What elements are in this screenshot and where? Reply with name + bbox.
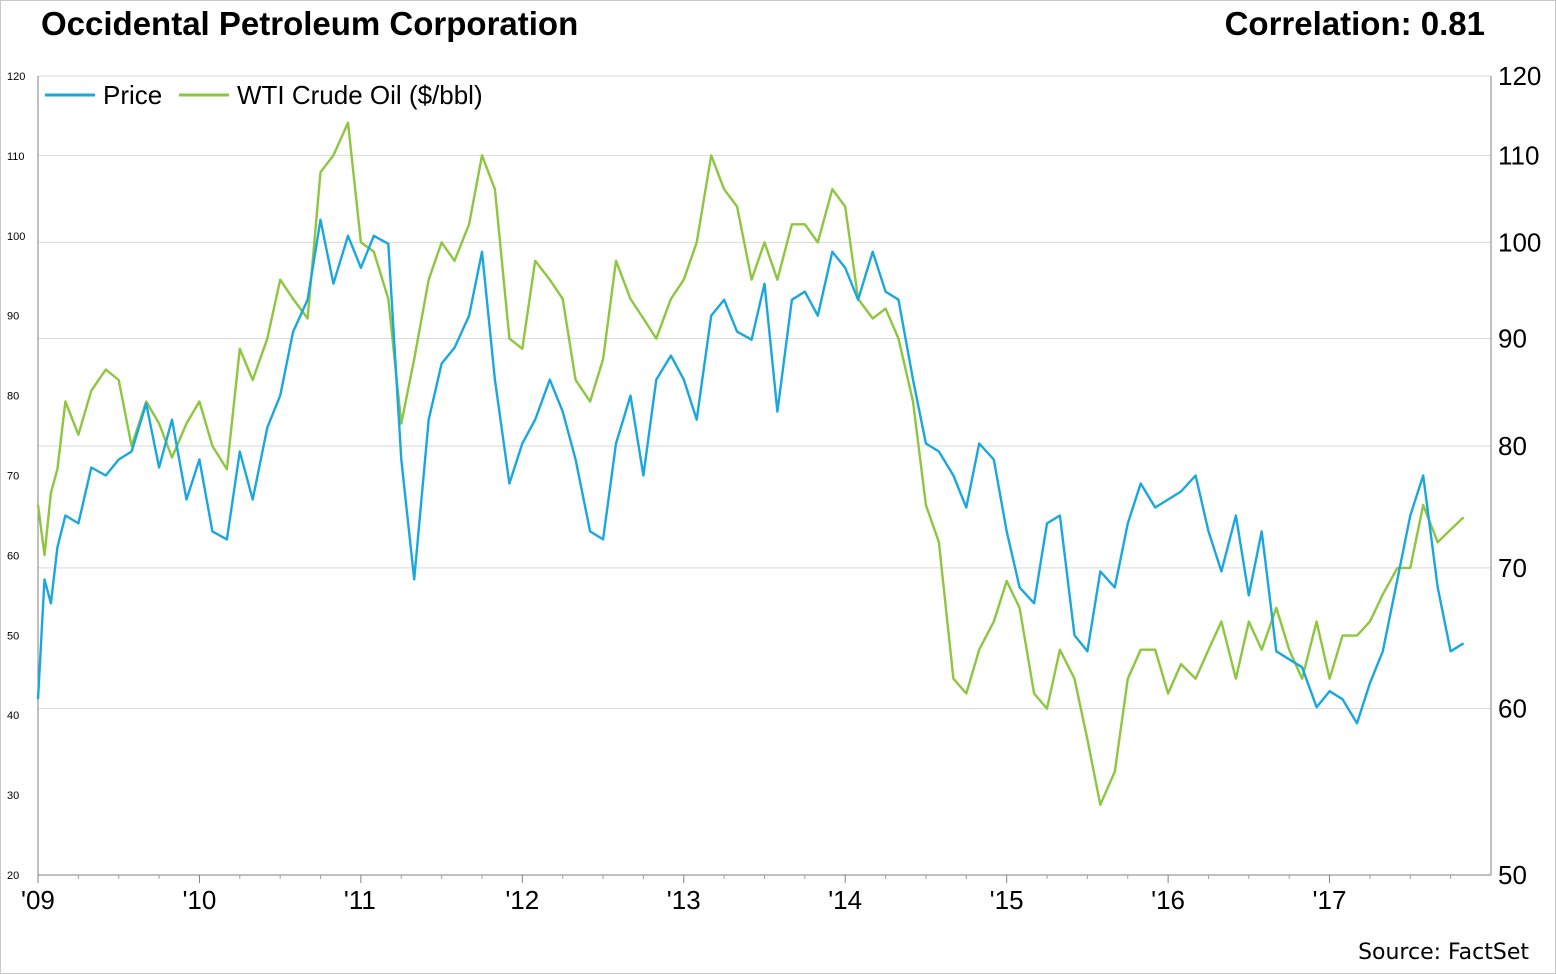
left-y-axis: 20 30 40 50 60 70 80 90 100 110 120 [7,71,25,882]
left-tick-label: 90 [7,311,19,323]
x-tick-label: '17 [1313,885,1347,915]
left-tick-label: 110 [7,151,25,163]
right-tick-label: 110 [1498,140,1539,170]
left-tick-label: 120 [7,71,25,83]
right-tick-label: 80 [1498,431,1527,461]
x-axis: '09 '10 '11 '12 '13 '14 '15 '16 '17 [21,875,1452,915]
x-tick-label: '09 [21,885,55,915]
left-tick-label: 100 [7,231,25,243]
right-tick-label: 50 [1498,860,1527,890]
left-tick-label: 20 [7,870,19,882]
x-tick-label: '14 [828,885,862,915]
legend: Price WTI Crude Oil ($/bbl) [45,80,483,110]
series-line-price [36,218,1465,725]
right-y-axis: 50 60 70 80 90 100 110 120 [1498,61,1541,890]
source-note: Source: FactSet [1358,940,1529,965]
right-tick-label: 70 [1498,553,1527,583]
chart-title: Occidental Petroleum Corporation [41,5,579,42]
right-tick-label: 90 [1498,324,1527,354]
legend-label-wti: WTI Crude Oil ($/bbl) [237,80,483,110]
left-tick-label: 50 [7,630,19,642]
series-line-wti [36,121,1465,806]
x-tick-label: '12 [505,885,539,915]
correlation-label: Correlation: 0.81 [1224,5,1485,42]
right-tick-label: 120 [1498,61,1541,91]
x-tick-label: '16 [1151,885,1185,915]
right-tick-label: 100 [1498,227,1541,257]
left-tick-label: 70 [7,471,19,483]
left-tick-label: 60 [7,550,19,562]
left-tick-label: 40 [7,710,19,722]
left-tick-label: 80 [7,391,19,403]
x-tick-label: '10 [182,885,216,915]
right-tick-label: 60 [1498,694,1527,724]
x-tick-label: '13 [667,885,701,915]
left-tick-label: 30 [7,790,19,802]
x-tick-label: '11 [344,885,376,915]
legend-label-price: Price [103,80,162,110]
gridlines [37,75,1492,876]
series-lines [36,121,1465,806]
x-tick-label: '15 [990,885,1024,915]
